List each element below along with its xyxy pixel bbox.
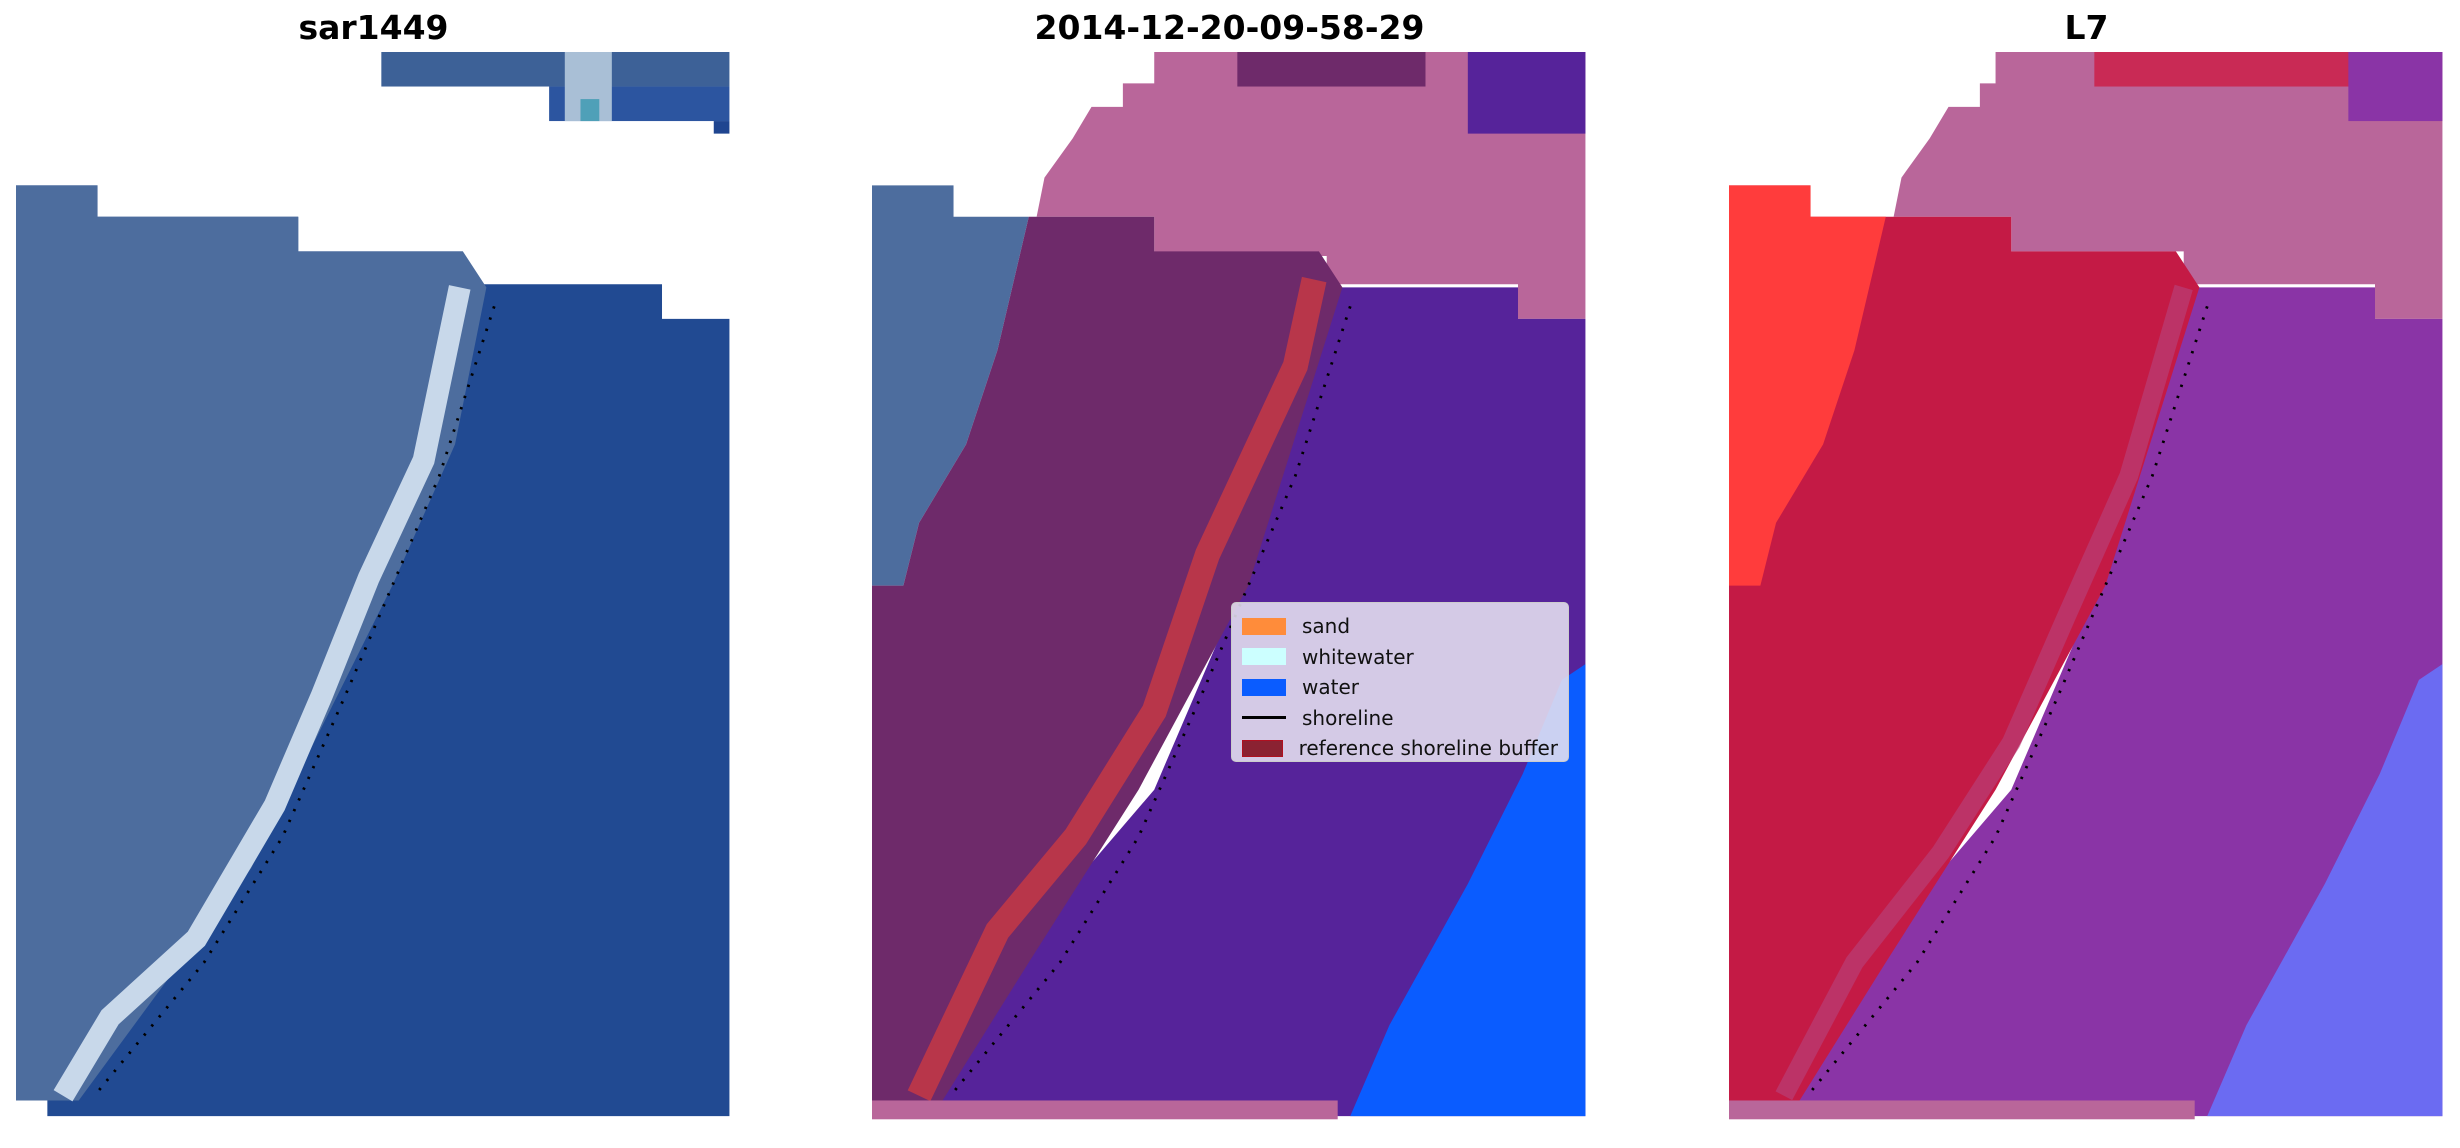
transition-band — [1775, 284, 2193, 1101]
water-region — [1776, 287, 2443, 1117]
nodata-region-top — [1893, 52, 2443, 319]
legend-item-water: water — [1242, 672, 1558, 703]
image-pixel — [713, 121, 730, 134]
legend: sand whitewater water shoreline referenc… — [1231, 602, 1569, 762]
legend-item-whitewater: whitewater — [1242, 642, 1558, 673]
bright-land-region — [1729, 185, 1886, 586]
nodata-strip-bottom — [1729, 1100, 2195, 1120]
shoreline — [949, 305, 1352, 1097]
buffer-swatch — [1242, 739, 1283, 757]
image-strip — [381, 52, 730, 87]
whitewater-band — [53, 285, 471, 1102]
deep-water-region — [2207, 664, 2443, 1117]
land-region — [16, 185, 487, 1101]
legend-label: sand — [1302, 614, 1351, 639]
whitewater-swatch — [1242, 648, 1286, 666]
sand-region — [872, 216, 1343, 1101]
shoreline — [1806, 305, 2209, 1097]
legend-label: water — [1302, 675, 1359, 700]
panel-title-false-color: L7 — [2064, 8, 2109, 47]
water-pixels — [1467, 52, 1586, 134]
sand-swatch — [1242, 617, 1286, 635]
legend-item-sand: sand — [1242, 611, 1558, 642]
legend-label: whitewater — [1302, 644, 1414, 669]
rgb-land-strip — [872, 185, 1029, 586]
classification-panel — [872, 52, 1586, 1120]
false-color-panel — [1729, 52, 2443, 1120]
nodata-strip-bottom — [872, 1100, 1338, 1120]
legend-label: shoreline — [1302, 705, 1394, 730]
land-region — [1729, 185, 2200, 1101]
image-pixel — [580, 99, 600, 122]
shoreline — [93, 305, 496, 1097]
shoreline-line-swatch — [1242, 716, 1286, 720]
panel-title-rgb: sar1449 — [298, 8, 449, 47]
legend-label: reference shoreline buffer — [1298, 736, 1558, 761]
water-class-region — [1350, 664, 1586, 1117]
panel-title-classified: 2014-12-20-09-58-29 — [1034, 8, 1425, 47]
water-swatch — [1242, 678, 1286, 696]
water-pixels — [2348, 52, 2443, 122]
legend-item-reference-buffer: reference shoreline buffer — [1242, 733, 1558, 764]
rgb-image-panel — [16, 52, 730, 1117]
sand-pixels — [1237, 52, 1426, 87]
land-pixels — [2094, 52, 2361, 87]
legend-item-shoreline: shoreline — [1242, 703, 1558, 734]
reference-shoreline-buffer — [907, 276, 1327, 1102]
